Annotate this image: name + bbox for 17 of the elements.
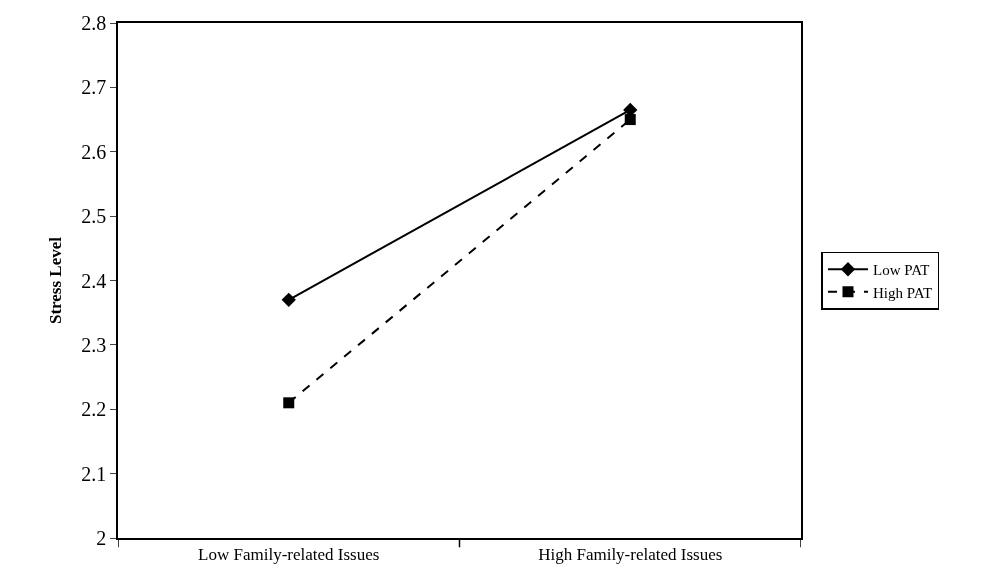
x-tick-label: Low Family-related Issues: [198, 545, 380, 565]
y-tick-label: 2: [96, 527, 107, 549]
y-tick-label: 2.2: [81, 398, 107, 421]
point: [283, 397, 295, 409]
point: [624, 114, 636, 126]
y-tick-label: 2.7: [81, 76, 107, 99]
x-tick-label: High Family-related Issues: [538, 545, 723, 565]
y-tick-label: 2.1: [81, 462, 107, 485]
y-tick-label: 2.8: [81, 12, 107, 34]
y-tick-label: 2.3: [81, 333, 107, 356]
y-axis-title: Stress Level: [46, 236, 66, 325]
legend-label: High PAT: [872, 284, 933, 301]
point: [281, 292, 296, 307]
y-tick-label: 2.5: [81, 205, 107, 228]
y-tick-label: 2.4: [81, 269, 107, 292]
legend-label: Low PAT: [872, 262, 930, 279]
y-tick-label: 2.6: [81, 140, 107, 163]
